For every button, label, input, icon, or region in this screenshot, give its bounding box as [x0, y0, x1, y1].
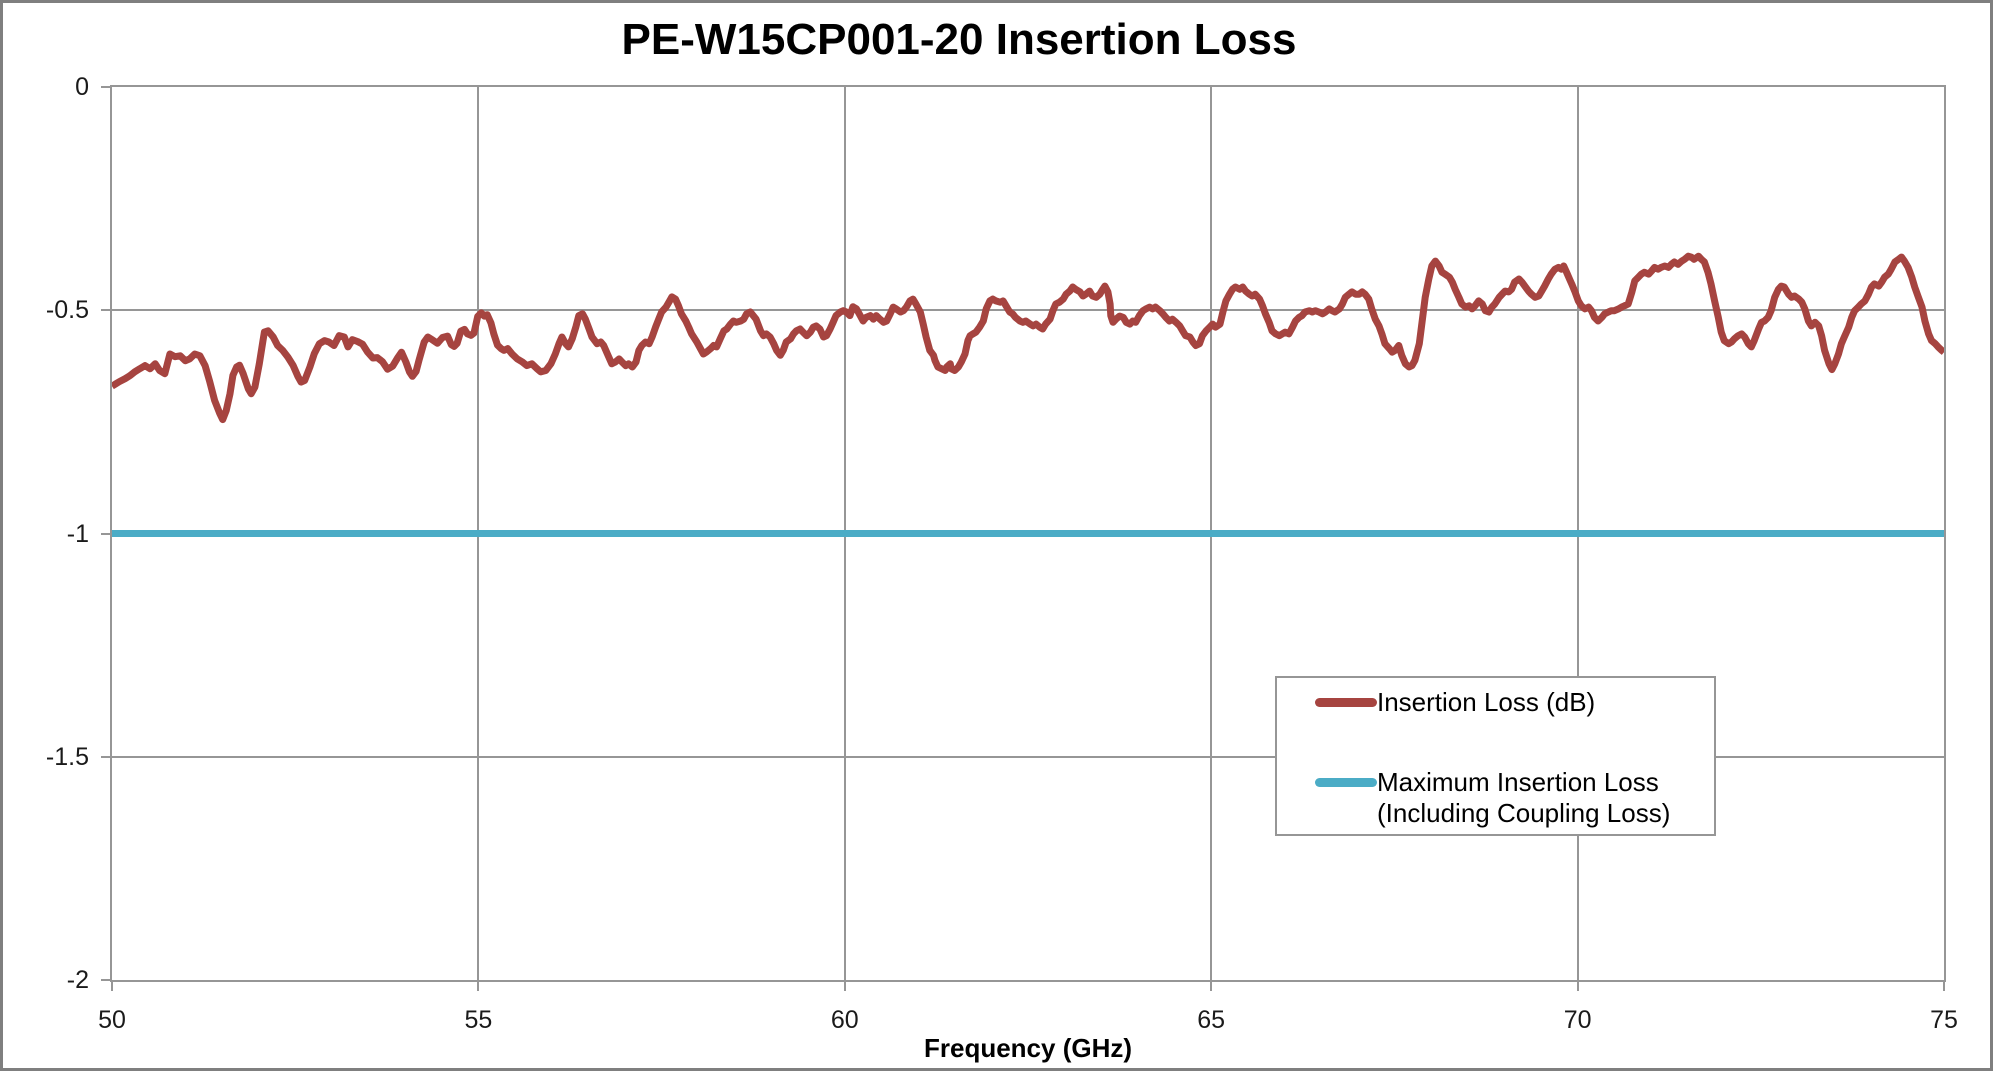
insertion-loss-line	[112, 252, 1944, 424]
x-tick-label: 75	[1930, 1006, 1958, 1034]
legend: Insertion Loss (dB) Maximum Insertion Lo…	[1275, 676, 1716, 836]
x-tick-label: 50	[98, 1006, 126, 1034]
x-tick-mark	[111, 982, 113, 991]
x-tick-mark	[1943, 982, 1945, 991]
chart-title: PE-W15CP001-20 Insertion Loss	[621, 15, 1297, 64]
series-plot	[112, 252, 1944, 537]
legend-swatch-max-insertion-loss	[1315, 778, 1377, 787]
x-tick-mark	[477, 982, 480, 991]
legend-label-insertion-loss: Insertion Loss (dB)	[1377, 687, 1596, 717]
x-tick-label: 65	[1197, 1006, 1226, 1034]
y-tick-mark	[101, 755, 112, 758]
x-tick-mark	[1576, 982, 1579, 991]
x-tick-label: 70	[1563, 1006, 1592, 1034]
y-tick-label: -1	[66, 519, 89, 548]
legend-label-max-insertion-loss: Maximum Insertion Loss (Including Coupli…	[1377, 767, 1671, 828]
y-tick-mark	[101, 86, 112, 88]
y-gridline	[112, 755, 1944, 758]
y-tick-mark	[101, 309, 112, 312]
x-tick-mark	[1210, 982, 1213, 991]
plot-area	[110, 85, 1946, 982]
y-tick-label: -0.5	[45, 296, 89, 325]
x-tick-label: 60	[830, 1006, 859, 1034]
y-tick-label: -2	[66, 966, 89, 994]
y-tick-label: -1.5	[45, 742, 89, 771]
x-tick-mark	[843, 982, 846, 991]
x-axis-title: Frequency (GHz)	[923, 1033, 1133, 1063]
y-tick-mark	[101, 979, 112, 981]
y-tick-label: 0	[75, 73, 89, 101]
x-tick-label: 55	[464, 1006, 493, 1034]
y-tick-mark	[101, 532, 112, 535]
y-gridline	[112, 309, 1944, 312]
legend-swatch-insertion-loss	[1315, 698, 1377, 707]
